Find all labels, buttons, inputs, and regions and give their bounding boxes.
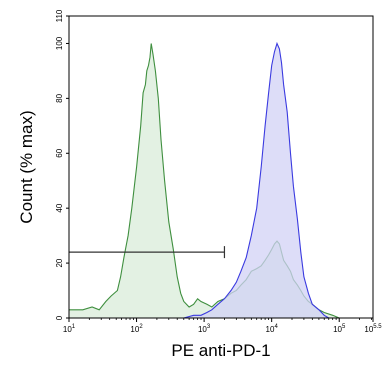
x-tick-label: 105.5 xyxy=(364,324,382,334)
y-tick-label: 110 xyxy=(55,9,64,22)
y-tick-label: 0 xyxy=(55,315,64,320)
series-1-line xyxy=(183,41,330,319)
x-tick-label: 101 xyxy=(63,324,76,334)
y-tick-label: 100 xyxy=(55,36,64,50)
y-axis-ticks: 0 20 40 60 80 100 110 xyxy=(55,9,69,320)
series-layer xyxy=(69,41,340,319)
x-tick-label: 103 xyxy=(198,324,211,334)
plot-frame xyxy=(68,15,374,319)
x-tick-label: 102 xyxy=(130,324,143,334)
x-axis-title: PE anti-PD-1 xyxy=(171,341,270,360)
x-tick-label: 104 xyxy=(266,324,279,334)
y-tick-label: 60 xyxy=(55,148,64,157)
x-axis-ticks: 101 102 103 104 105 105.5 xyxy=(63,318,382,334)
y-tick-label: 80 xyxy=(55,93,64,102)
x-tick-label: 105 xyxy=(333,324,346,334)
y-tick-label: 20 xyxy=(55,258,64,267)
y-tick-label: 40 xyxy=(55,203,64,212)
series-0-fill xyxy=(69,43,340,318)
y-axis-title: Count (% max) xyxy=(17,110,36,223)
series-1-fill xyxy=(183,43,329,318)
